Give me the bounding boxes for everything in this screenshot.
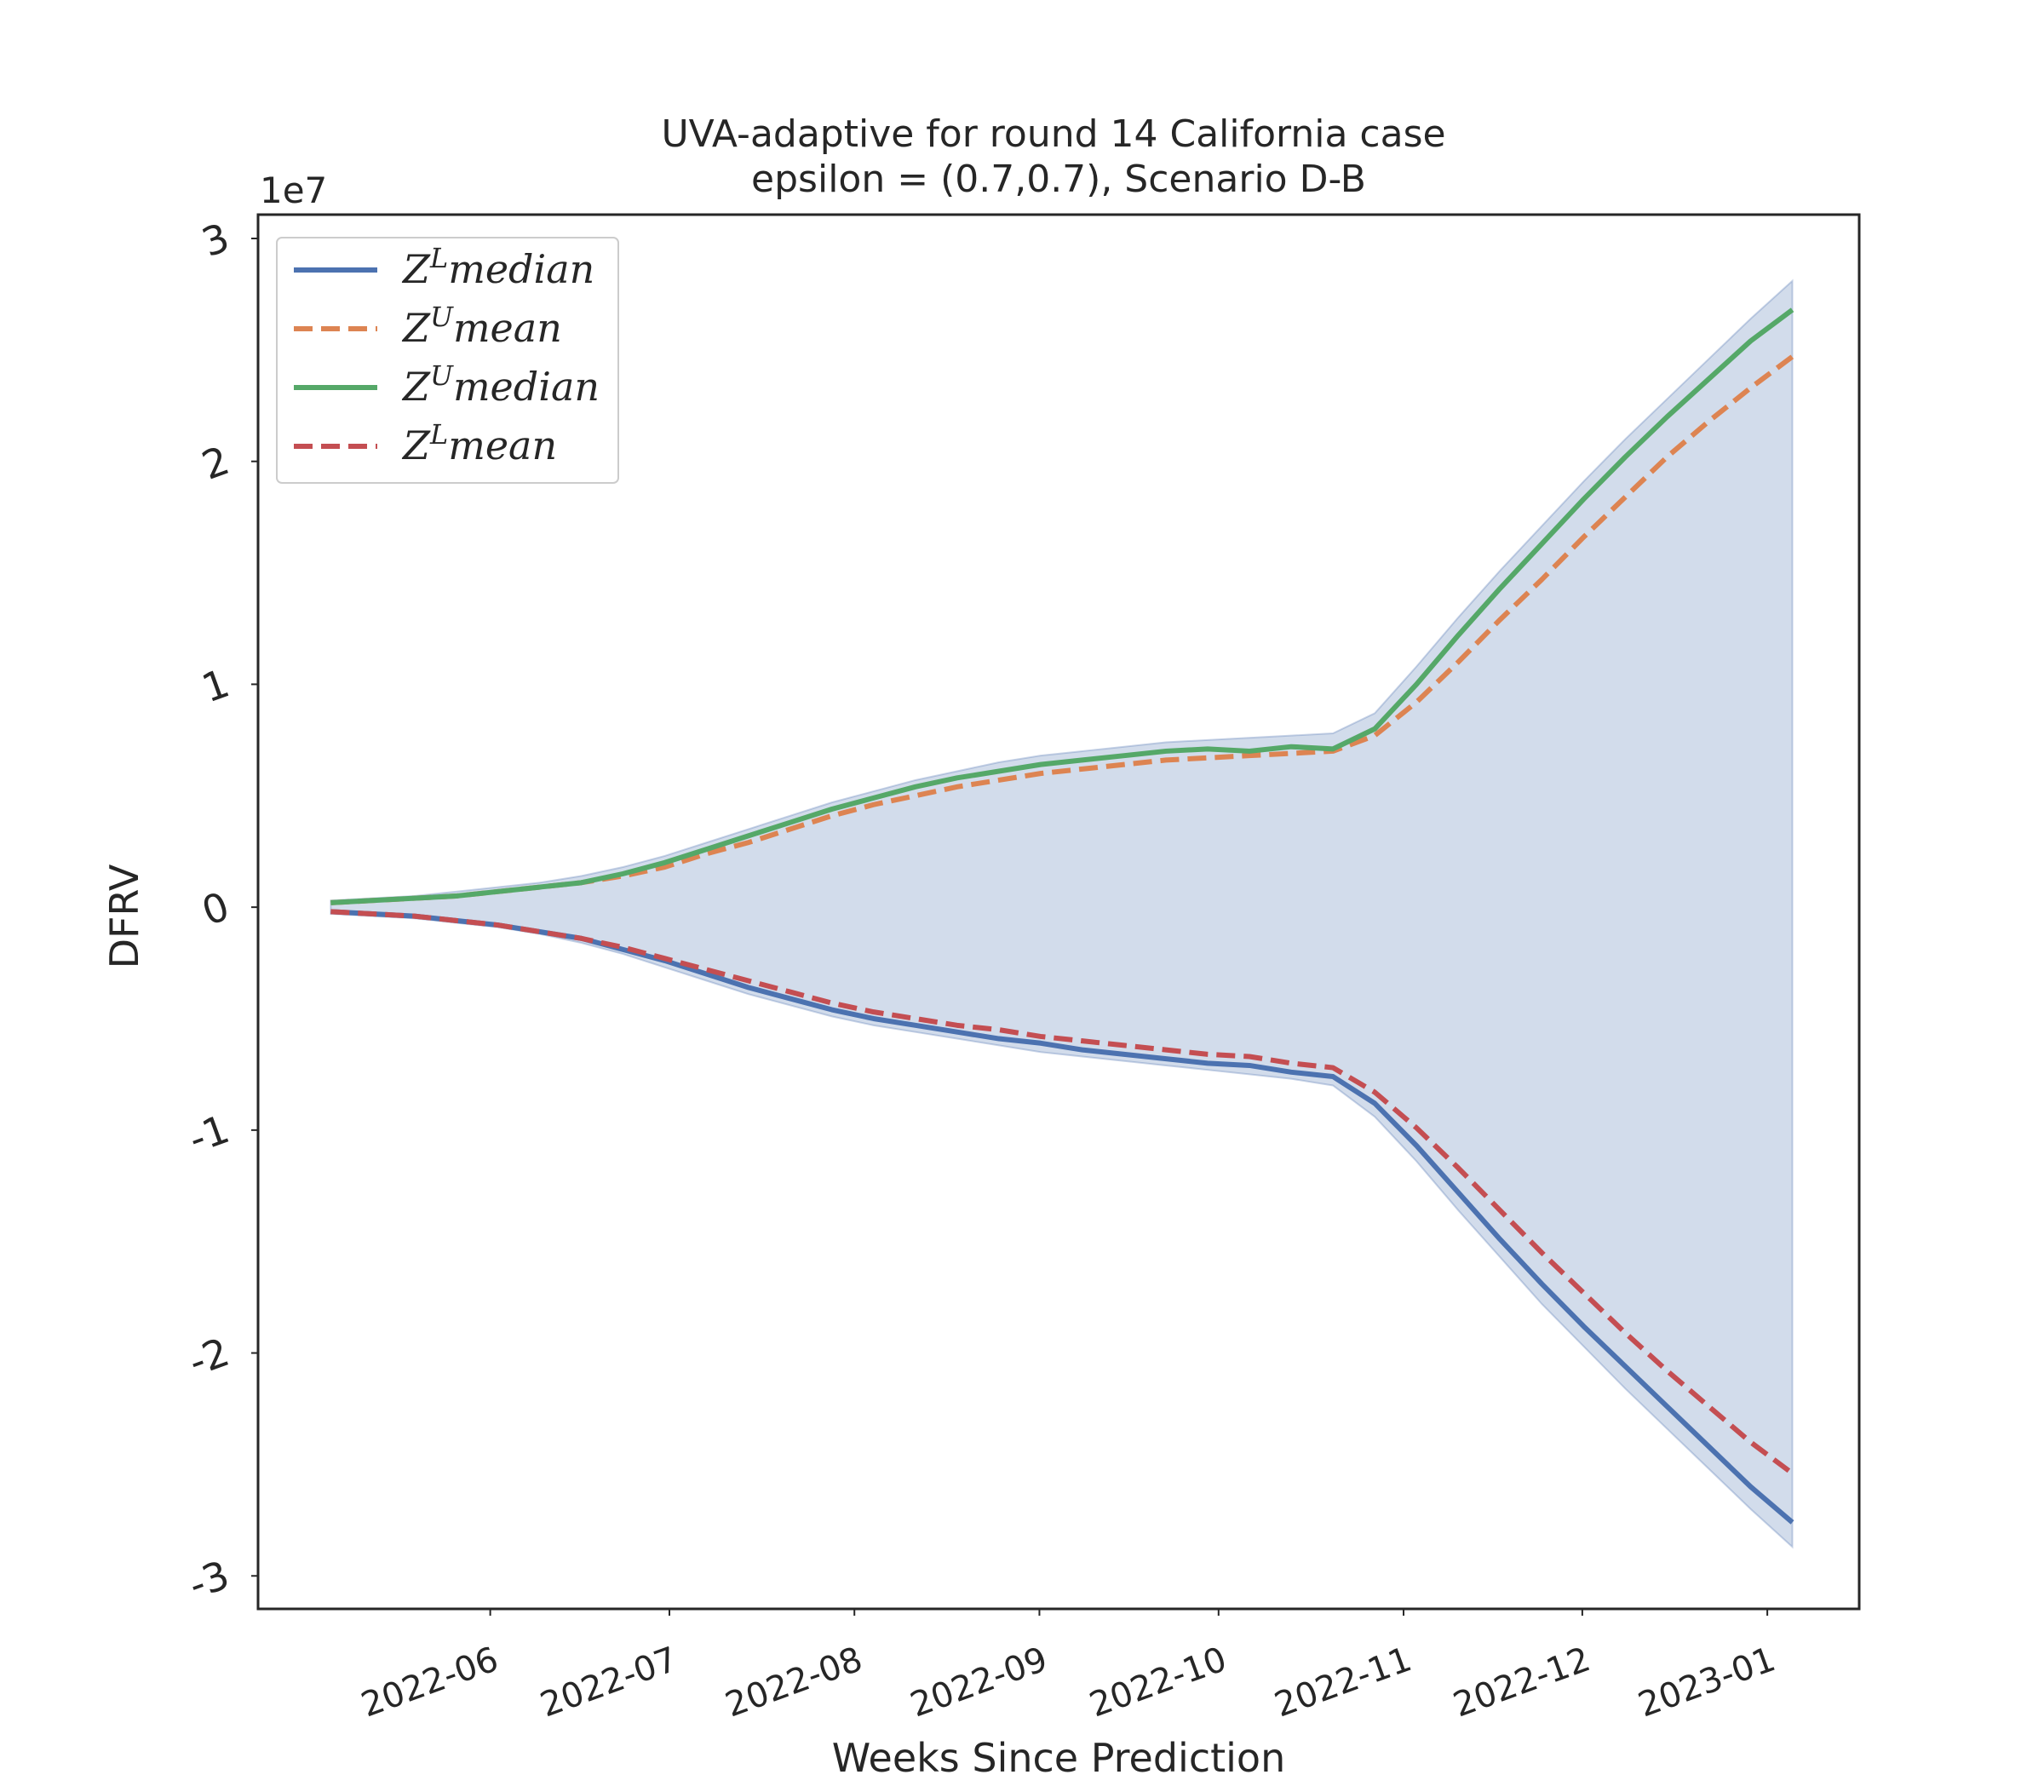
y-axis-label: DFRV	[101, 864, 147, 968]
legend-label: ZLmedian	[401, 242, 594, 292]
series-line	[330, 354, 1794, 905]
series-line	[330, 307, 1794, 905]
y-tick-label: 1	[196, 660, 235, 712]
y-tick-label: 2	[196, 437, 235, 489]
series-line	[330, 909, 1794, 1476]
y-tick-label: 3	[196, 214, 235, 266]
x-tick-label: 2022-08	[721, 1640, 868, 1725]
x-tick-label: 2022-10	[1084, 1640, 1232, 1725]
plot-frame	[256, 213, 1861, 1611]
x-tick-label: 2022-06	[356, 1640, 503, 1725]
legend-label: ZLmean	[401, 418, 557, 468]
x-tick-label: 2022-09	[905, 1640, 1053, 1725]
y-tick-label: -1	[182, 1106, 235, 1162]
chart-title: UVA-adaptive for round 14 California cas…	[661, 112, 1445, 156]
legend-box	[276, 237, 619, 484]
x-tick-label: 2023-01	[1633, 1640, 1781, 1725]
y-tick-label: 0	[196, 882, 235, 934]
x-axis-label: Weeks Since Prediction	[832, 1735, 1285, 1781]
legend-label: ZUmean	[401, 301, 562, 351]
x-tick-label: 2022-07	[536, 1640, 683, 1725]
chart-subtitle: epsilon = (0.7,0.7), Scenario D-B	[751, 158, 1366, 201]
legend-label: ZUmedian	[401, 359, 600, 410]
y-tick-label: -3	[182, 1552, 235, 1608]
band	[330, 279, 1794, 1549]
y-offset-text: 1e7	[260, 169, 327, 211]
y-tick-label: -2	[182, 1329, 235, 1385]
x-tick-label: 2022-12	[1449, 1640, 1596, 1725]
series-line	[330, 909, 1794, 1525]
x-tick-label: 2022-11	[1270, 1640, 1417, 1725]
